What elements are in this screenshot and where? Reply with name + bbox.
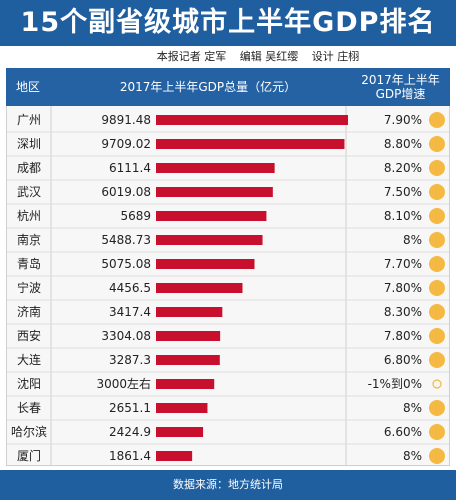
growth-label: 8.10% [384, 209, 422, 223]
category-label: 长春 [17, 401, 41, 415]
category-label: 广州 [17, 113, 41, 127]
gdp-bar [156, 451, 193, 461]
category-label: 青岛 [17, 256, 41, 271]
category-label: 哈尔滨 [11, 424, 47, 439]
growth-dot [429, 184, 445, 200]
category-label: 沈阳 [17, 376, 41, 391]
chart-area: 广州 9891.48 7.90% 深圳 9709.02 8.80% 成都 6111.4 8.20… [6, 106, 450, 466]
value-label: 3304.08 [101, 329, 151, 343]
value-label: 5075.08 [101, 257, 151, 271]
gdp-bar [156, 211, 267, 221]
table-header: 地区 2017年上半年GDP总量（亿元） 2017年上半年 GDP增速 [6, 68, 450, 106]
gdp-bar [156, 403, 208, 413]
growth-dot [429, 304, 445, 320]
value-label: 1861.4 [109, 449, 151, 463]
value-label: 3000左右 [96, 376, 151, 391]
growth-label: 6.60% [384, 425, 422, 439]
gdp-bar [156, 187, 273, 197]
value-label: 2651.1 [109, 401, 151, 415]
growth-label: 8.80% [384, 137, 422, 151]
gdp-bar [156, 355, 220, 365]
category-label: 武汉 [17, 185, 41, 199]
category-label: 大连 [17, 352, 41, 367]
gdp-bar [156, 163, 275, 173]
category-label: 成都 [17, 161, 41, 175]
value-label: 9709.02 [101, 137, 151, 151]
editor-credit: 编辑 吴红缨 [239, 50, 299, 63]
growth-label: 8% [403, 449, 422, 463]
reporter-credit: 本报记者 定军 [156, 50, 227, 63]
category-label: 南京 [17, 232, 41, 247]
growth-label: 8% [403, 233, 422, 247]
category-label: 杭州 [17, 208, 41, 223]
credits-line: 本报记者 定军 编辑 吴红缨 设计 庄栩 [0, 46, 456, 68]
chart-title: 15个副省级城市上半年GDP排名 [20, 7, 436, 38]
source-footer: 数据来源：地方统计局 [0, 470, 456, 500]
gdp-bar [156, 235, 263, 245]
value-label: 5689 [120, 209, 151, 223]
growth-label: 6.80% [384, 353, 422, 367]
growth-label: 8.20% [384, 161, 422, 175]
category-label: 宁波 [17, 280, 41, 295]
category-label: 厦门 [17, 448, 41, 463]
gdp-bar [156, 307, 223, 317]
growth-dot [429, 400, 445, 416]
header-gdp: 2017年上半年GDP总量（亿元） [119, 80, 297, 94]
growth-label: 7.80% [384, 329, 422, 343]
value-label: 6019.08 [101, 185, 151, 199]
value-label: 9891.48 [101, 113, 151, 127]
growth-dot [429, 448, 445, 464]
growth-dot [429, 352, 445, 368]
gdp-bar [156, 259, 255, 269]
growth-label: 7.80% [384, 281, 422, 295]
header-growth: 2017年上半年 GDP增速 [351, 68, 450, 106]
growth-dot [429, 112, 445, 128]
growth-dot [429, 280, 445, 296]
growth-label: 8% [403, 401, 422, 415]
growth-label: 7.70% [384, 257, 422, 271]
gdp-bar [156, 139, 345, 149]
gdp-bar [156, 379, 215, 389]
gdp-bar [156, 331, 221, 341]
growth-label: 7.50% [384, 185, 422, 199]
gdp-bar [156, 427, 204, 437]
title-bar [0, 0, 456, 46]
gdp-bar [156, 283, 243, 293]
growth-dot [429, 208, 445, 224]
value-label: 3417.4 [109, 305, 151, 319]
growth-dot [429, 328, 445, 344]
category-label: 济南 [17, 304, 41, 319]
growth-label: 8.30% [384, 305, 422, 319]
growth-label: 7.90% [384, 113, 422, 127]
design-credit: 设计 庄栩 [311, 50, 360, 63]
growth-dot [432, 379, 442, 389]
header-growth-line1: 2017年上半年 [361, 73, 440, 87]
growth-dot [429, 232, 445, 248]
value-label: 3287.3 [109, 353, 151, 367]
growth-dot [429, 160, 445, 176]
value-label: 6111.4 [109, 161, 151, 175]
value-label: 5488.73 [101, 233, 151, 247]
category-label: 深圳 [17, 137, 41, 151]
value-label: 4456.5 [109, 281, 151, 295]
header-region: 地区 [15, 80, 40, 94]
growth-dot [429, 424, 445, 440]
gdp-bar [156, 115, 348, 125]
growth-dot [429, 256, 445, 272]
header-growth-line2: GDP增速 [375, 87, 426, 101]
category-label: 西安 [17, 328, 41, 343]
growth-label: -1%到0% [368, 377, 422, 391]
growth-dot [429, 136, 445, 152]
value-label: 2424.9 [109, 425, 151, 439]
bar-chart: 广州 9891.48 7.90% 深圳 9709.02 8.80% 成都 6111.4 8.20… [7, 106, 449, 465]
